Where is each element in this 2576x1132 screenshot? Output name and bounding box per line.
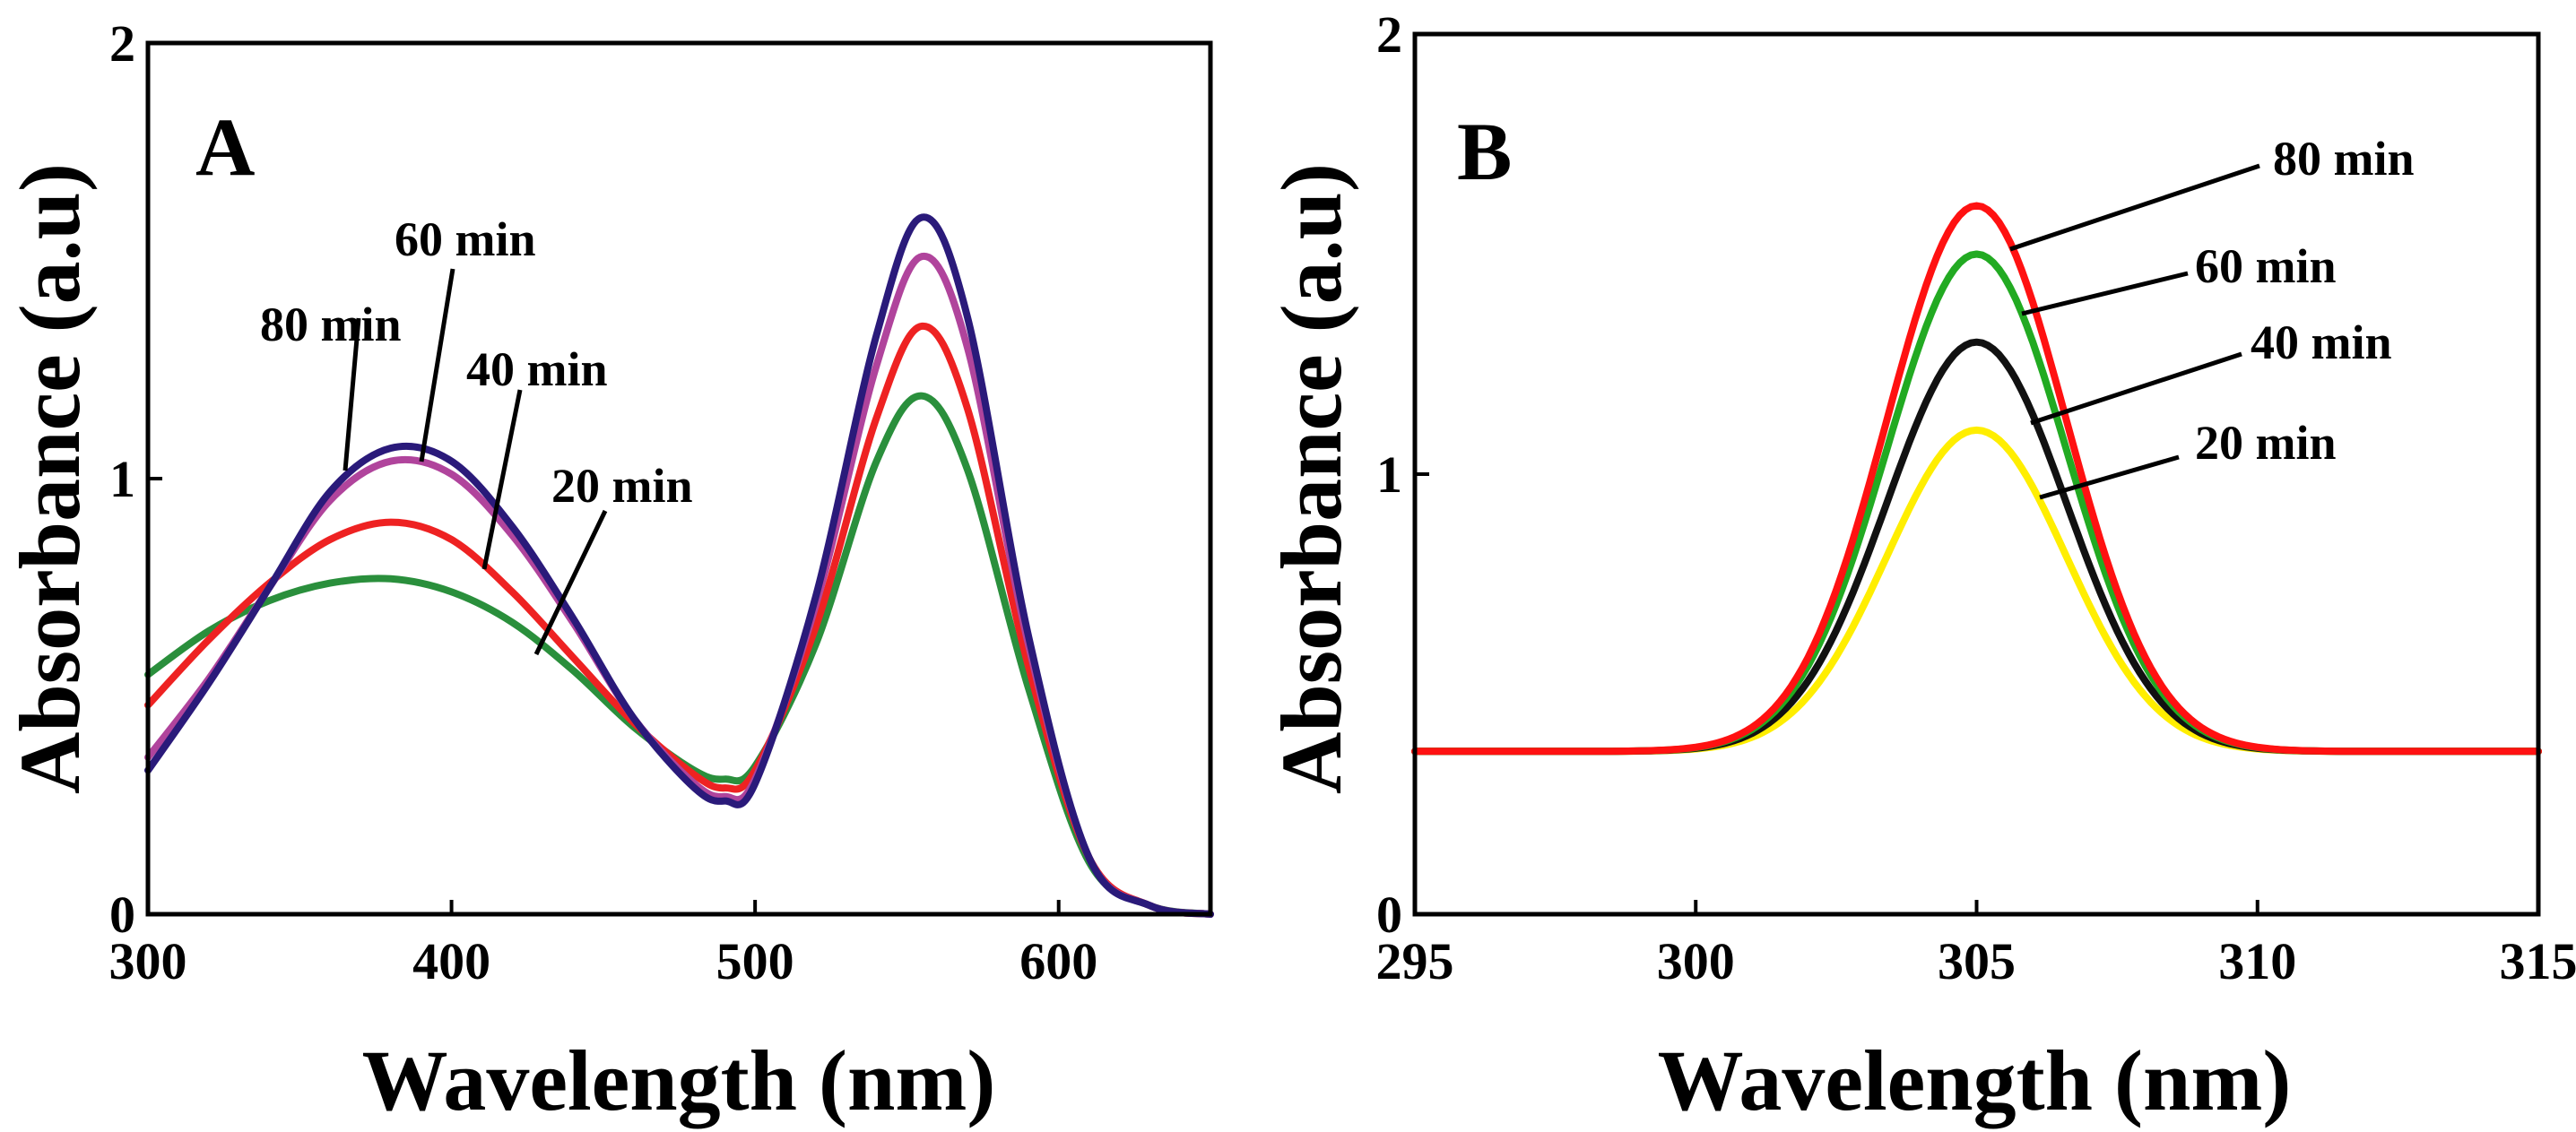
panel-b-series-20-min — [1411, 426, 2542, 756]
panel-b-annotation-line-80 — [2009, 163, 2260, 252]
panel-a-annotation-line-80 — [343, 317, 361, 471]
panel-b-x-tick-label-315: 315 — [2500, 932, 2576, 990]
panel-a-y-tick-label-1: 1 — [109, 450, 135, 508]
panel-b-x-tick-label-310: 310 — [2218, 932, 2296, 990]
panel-b-series-40-min — [1411, 338, 2542, 756]
panel-b-x-tick-label-300: 300 — [1657, 932, 1735, 990]
panel-a-series-80-min — [144, 213, 1214, 918]
panel-a-x-axis-title: Wavelength (nm) — [362, 1033, 996, 1128]
panel-a-annotation-line-40 — [481, 389, 523, 570]
panel-b-x-axis-title: Wavelength (nm) — [1658, 1033, 2292, 1128]
panel-b-annotation-60: 60 min — [2195, 239, 2337, 293]
panel-b-annotation-40: 40 min — [2251, 315, 2392, 369]
panel-a-annotation-80: 80 min — [260, 298, 402, 351]
panel-b-annotation-20: 20 min — [2195, 416, 2337, 470]
panel-a: 300 400 500 600 0 1 2 A 80 min 60 min 40 min 2… — [2, 14, 1214, 1128]
panel-b-annotation-line-60 — [2021, 271, 2189, 316]
panel-b-x-tick-label-305: 305 — [1938, 932, 2016, 990]
panel-b-x-tick-label-295: 295 — [1376, 932, 1454, 990]
panel-a-x-tick-label-400: 400 — [412, 932, 490, 990]
panel-a-y-tick-label-2: 2 — [109, 14, 135, 73]
panel-a-annotation-40: 40 min — [466, 342, 608, 396]
panel-a-annotation-60: 60 min — [395, 212, 536, 266]
panel-a-annotation-line-20 — [533, 509, 608, 656]
panel-a-x-tick-label-300: 300 — [109, 932, 187, 990]
panel-b-ticks: 295 300 305 310 315 0 1 2 — [1376, 5, 2576, 990]
panel-a-annotation-line-60 — [419, 268, 455, 462]
panel-b-letter: B — [1457, 106, 1512, 197]
panel-a-y-axis-title: Absorbance (a.u) — [2, 163, 98, 794]
panel-a-series-20-min — [144, 392, 1214, 918]
panel-b-y-tick-label-0: 0 — [1376, 886, 1402, 944]
panel-a-series-40-min — [144, 322, 1214, 918]
panel-a-x-tick-label-600: 600 — [1019, 932, 1097, 990]
panel-b: 295 300 305 310 315 0 1 2 B 80 min 60 min 40 mi… — [1263, 5, 2576, 1128]
panel-b-annotation-line-20 — [2039, 454, 2180, 500]
panel-b-annotation-line-40 — [2030, 351, 2242, 426]
panel-b-y-tick-label-1: 1 — [1376, 445, 1402, 504]
panel-b-annotation-80: 80 min — [2273, 132, 2415, 186]
panel-b-y-tick-label-2: 2 — [1376, 5, 1402, 64]
panel-a-x-tick-label-500: 500 — [716, 932, 794, 990]
panel-a-annotation-20: 20 min — [551, 459, 693, 513]
panel-b-series-group — [1411, 202, 2542, 756]
panel-b-y-axis-title: Absorbance (a.u) — [1263, 163, 1359, 794]
panel-a-letter: A — [195, 101, 255, 193]
panel-a-y-tick-label-0: 0 — [109, 886, 135, 944]
panel-a-series-group — [144, 213, 1214, 918]
panel-a-ticks: 300 400 500 600 0 1 2 — [109, 14, 1098, 990]
panel-b-series-80-min — [1411, 202, 2542, 756]
